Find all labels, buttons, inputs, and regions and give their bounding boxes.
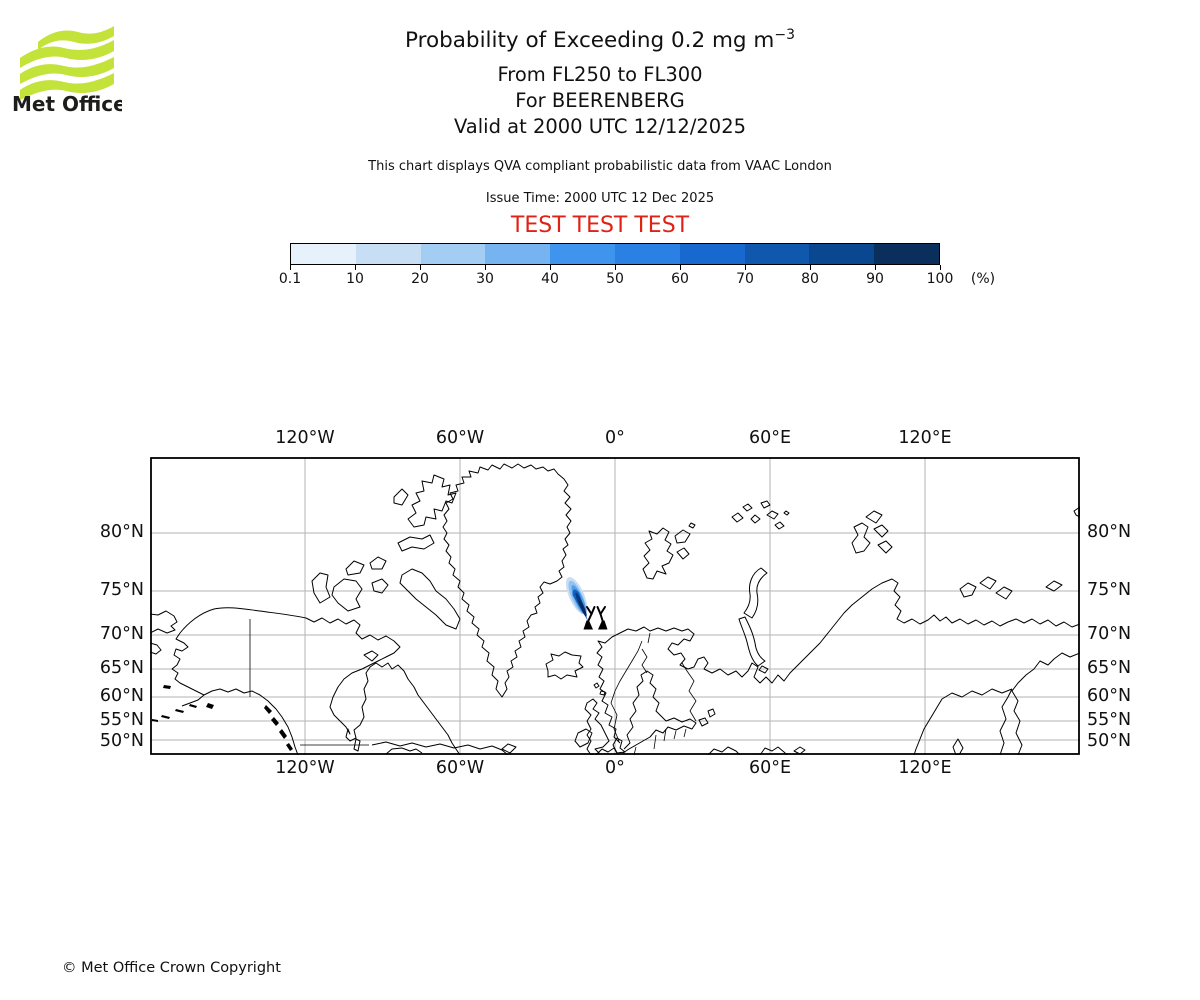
issue-time: Issue Time: 2000 UTC 12 Dec 2025 xyxy=(485,191,715,206)
colorbar-segment xyxy=(355,244,421,264)
logo-waves xyxy=(20,26,114,100)
lat-label-left: 65°N xyxy=(99,658,144,678)
ash-plume xyxy=(565,576,588,622)
lon-label-top: 60°W xyxy=(435,428,485,448)
colorbar-segment xyxy=(291,244,356,264)
lat-label-right: 65°N xyxy=(1087,658,1132,678)
coastlines xyxy=(150,463,1080,755)
colorbar-label: 90 xyxy=(866,271,884,287)
colorbar-segment xyxy=(874,244,939,264)
colorbar-tick xyxy=(550,265,551,270)
colorbar-label: 70 xyxy=(736,271,754,287)
title-main: Probability of Exceeding 0.2 mg m xyxy=(404,28,775,54)
lon-label-bottom: 120°E xyxy=(898,758,952,778)
colorbar-segment xyxy=(485,244,551,264)
colorbar-tick xyxy=(485,265,486,270)
lon-label-bottom: 0° xyxy=(605,758,625,778)
colorbar-tick xyxy=(745,265,746,270)
lon-label-bottom: 60°W xyxy=(435,758,485,778)
lon-label-bottom: 120°W xyxy=(275,758,335,778)
lat-label-right: 50°N xyxy=(1087,731,1132,751)
colorbar-tick xyxy=(615,265,616,270)
qva-note: This chart displays QVA compliant probab… xyxy=(368,159,832,174)
colorbar-label: 60 xyxy=(671,271,689,287)
met-office-logo: Met Office xyxy=(12,24,122,116)
lon-label-top: 0° xyxy=(605,428,625,448)
subtitle-valid-time: Valid at 2000 UTC 12/12/2025 xyxy=(453,115,747,138)
colorbar-label: 100 xyxy=(926,271,954,287)
subtitle-flight-levels: From FL250 to FL300 xyxy=(497,63,703,86)
colorbar-label: 0.1 xyxy=(278,271,302,287)
lat-label-right: 60°N xyxy=(1087,686,1132,706)
lat-label-left: 70°N xyxy=(99,624,144,644)
colorbar-label: 30 xyxy=(476,271,494,287)
met-office-logo-text: Met Office xyxy=(12,92,122,116)
probability-colorbar xyxy=(290,243,940,265)
subtitle-volcano: For BEERENBERG xyxy=(515,89,685,112)
lat-label-left: 60°N xyxy=(99,686,144,706)
lat-label-left: 55°N xyxy=(99,710,144,730)
colorbar-tick xyxy=(940,265,941,270)
test-banner: TEST TEST TEST xyxy=(510,213,690,238)
colorbar-label: 40 xyxy=(541,271,559,287)
colorbar-label: 50 xyxy=(606,271,624,287)
lat-label-right: 75°N xyxy=(1087,580,1132,600)
colorbar-segment xyxy=(550,244,615,264)
lat-label-right: 70°N xyxy=(1087,624,1132,644)
colorbar-segment xyxy=(614,244,680,264)
volcano-marker xyxy=(583,606,608,630)
map-panel xyxy=(150,457,1080,755)
colorbar-tick xyxy=(420,265,421,270)
title-exponent: −3 xyxy=(774,27,795,43)
islets xyxy=(152,685,293,751)
lon-label-top: 60°E xyxy=(748,428,792,448)
colorbar-tick xyxy=(290,265,291,270)
colorbar-segment xyxy=(679,244,745,264)
colorbar-tick xyxy=(355,265,356,270)
lon-label-top: 120°W xyxy=(275,428,335,448)
lat-label-left: 75°N xyxy=(99,580,144,600)
lon-label-top: 120°E xyxy=(898,428,952,448)
lon-label-bottom: 60°E xyxy=(748,758,792,778)
colorbar-tick xyxy=(810,265,811,270)
page-title: Probability of Exceeding 0.2 mg m−3 xyxy=(0,27,1200,53)
colorbar-label: 80 xyxy=(801,271,819,287)
lat-label-left: 50°N xyxy=(99,731,144,751)
lat-label-left: 80°N xyxy=(99,522,144,542)
colorbar-segment xyxy=(420,244,486,264)
colorbar-segment xyxy=(809,244,875,264)
colorbar-label: 10 xyxy=(346,271,364,287)
colorbar-tick xyxy=(875,265,876,270)
lat-label-right: 55°N xyxy=(1087,710,1132,730)
lat-label-right: 80°N xyxy=(1087,522,1132,542)
map-svg xyxy=(150,457,1080,755)
map-border xyxy=(150,457,1080,755)
colorbar-label: 20 xyxy=(411,271,429,287)
copyright-notice: © Met Office Crown Copyright xyxy=(62,960,281,976)
colorbar-segment xyxy=(744,244,810,264)
colorbar-tick xyxy=(680,265,681,270)
colorbar-unit: (%) xyxy=(970,271,996,287)
met-office-logo-graphic: Met Office xyxy=(12,26,122,116)
country-borders xyxy=(249,619,697,755)
